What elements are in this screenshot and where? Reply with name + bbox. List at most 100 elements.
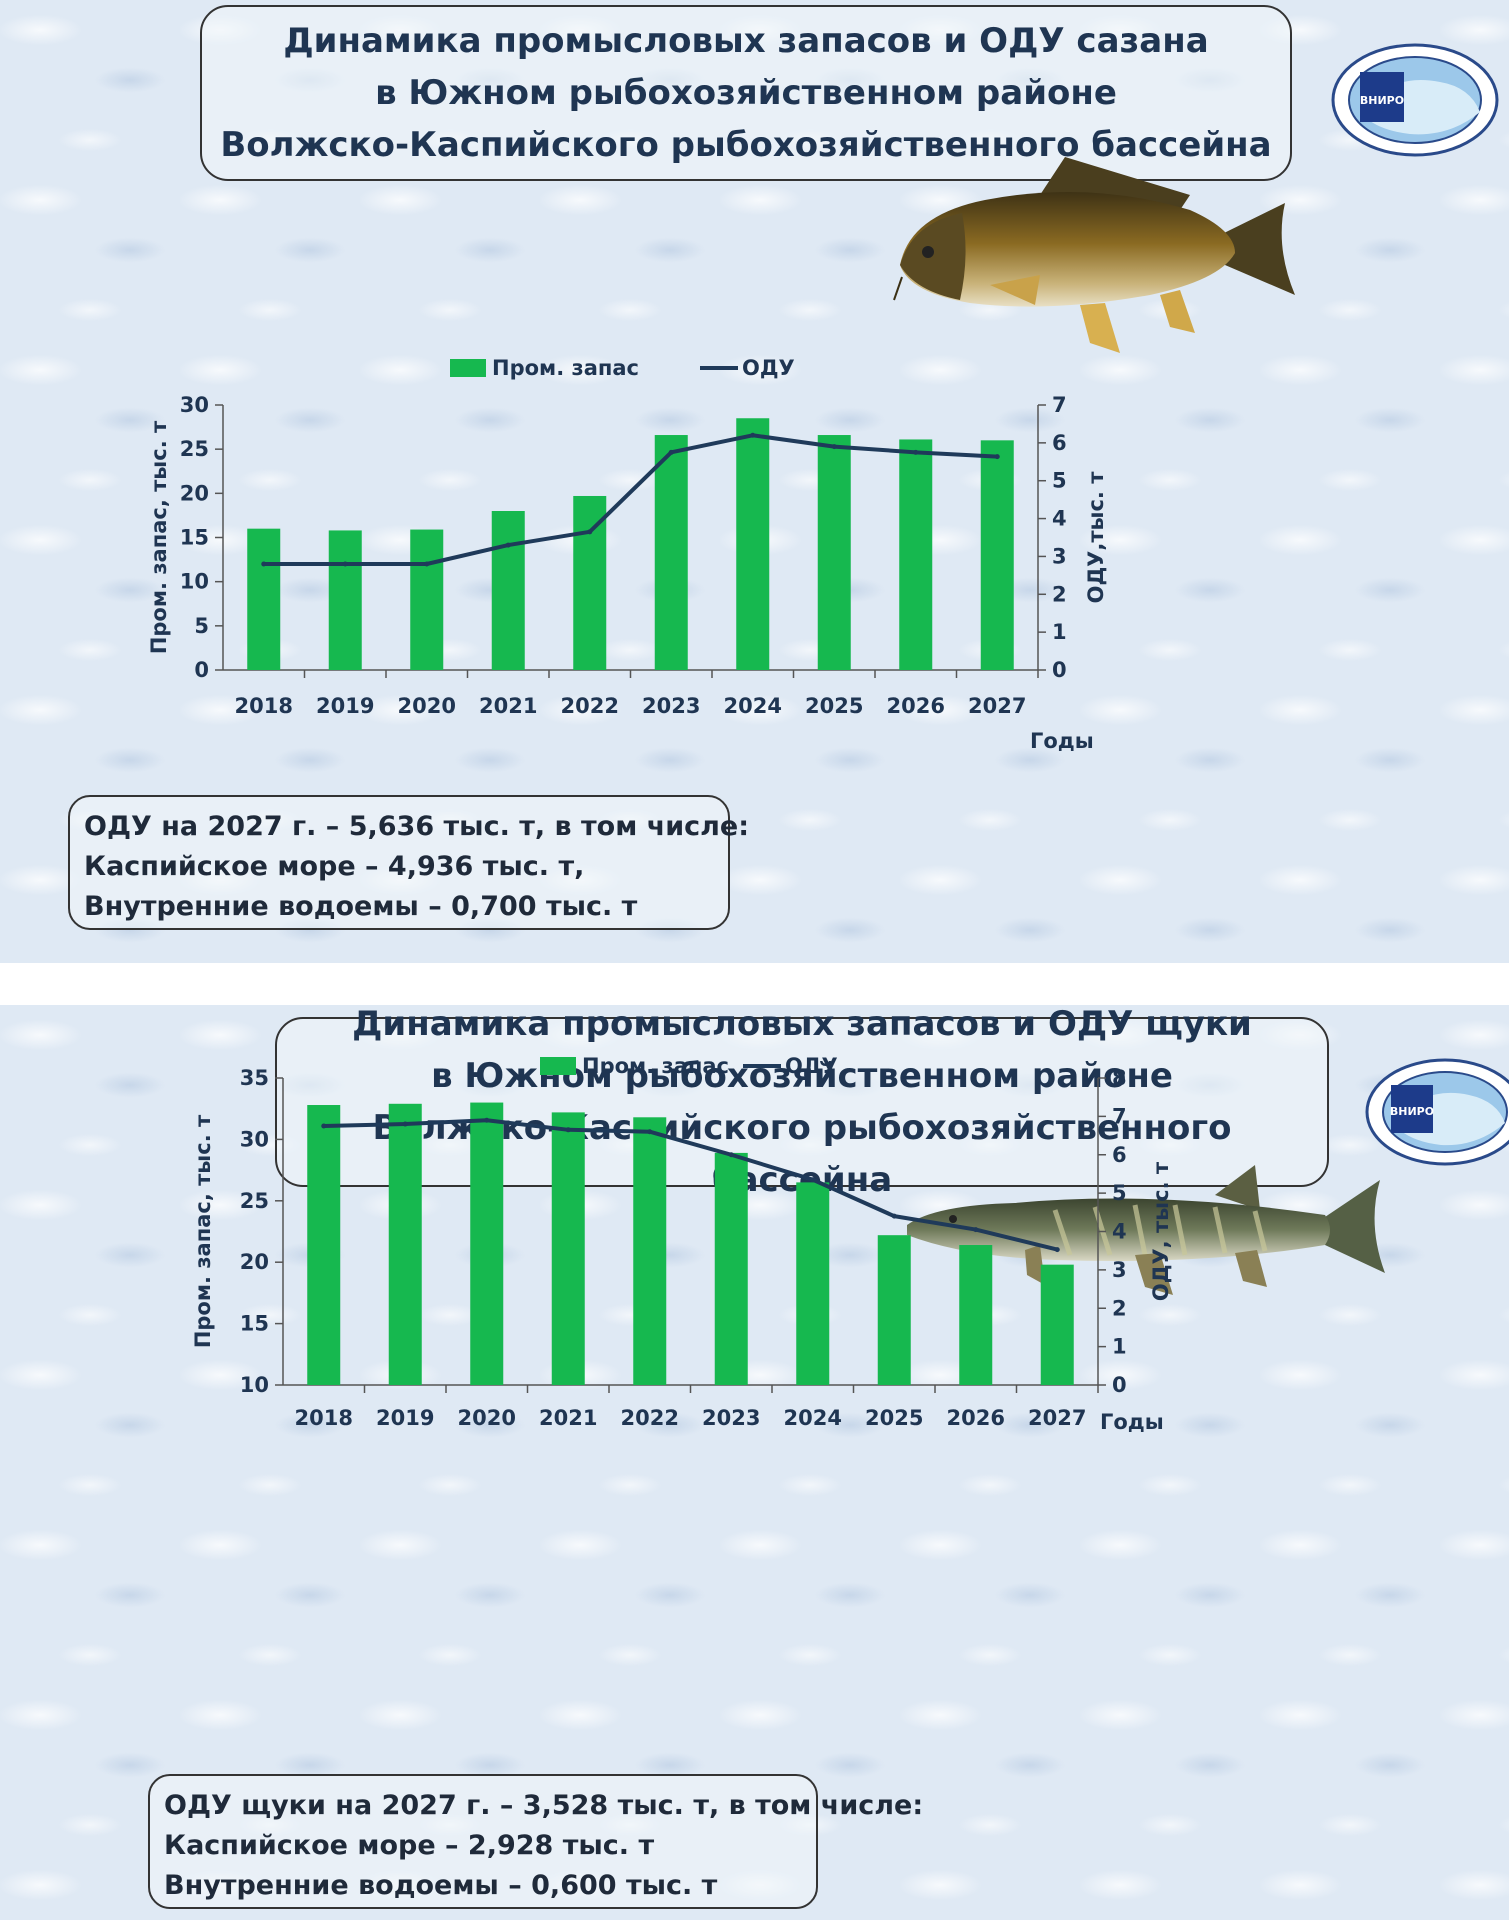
info-line: ОДУ на 2027 г. – 5,636 тыс. т, в том чис…	[84, 811, 750, 842]
odu-point	[402, 1121, 408, 1127]
odu-point	[728, 1152, 734, 1158]
odu-point	[1054, 1247, 1060, 1253]
bar	[573, 495, 607, 670]
title-box: Динамика промысловых запасов и ОДУ сазан…	[200, 5, 1292, 181]
x-tick-label: 2020	[398, 694, 456, 718]
bar	[328, 530, 362, 670]
legend-label: Пром. запас	[582, 1054, 729, 1078]
slide-pike: Динамика промысловых запасов и ОДУ щуки …	[0, 1005, 1509, 1920]
legend-label: Пром. запас	[492, 356, 639, 380]
bar	[470, 1102, 504, 1385]
x-tick-label: 2025	[865, 1406, 923, 1430]
bar	[633, 1117, 667, 1385]
y2-tick-label: 4	[1112, 1220, 1127, 1244]
x-tick-label: 2027	[1028, 1406, 1086, 1430]
y-axis-title: Пром. запас, тыс. т	[191, 1114, 215, 1348]
info-line: Каспийское море – 2,928 тыс. т	[164, 1830, 655, 1861]
y2-axis-title: ОДУ,тыс. т	[1084, 471, 1108, 604]
odu-line	[323, 1118, 1058, 1252]
x-tick-label: 2023	[642, 694, 700, 718]
x-tick-label: 2026	[947, 1406, 1005, 1430]
y-tick-label: 0	[194, 658, 209, 682]
y-tick-label: 30	[180, 393, 209, 417]
x-tick-label: 2024	[784, 1406, 842, 1430]
info-line: Внутренние водоемы – 0,700 тыс. т	[84, 891, 638, 922]
bar	[714, 1152, 748, 1385]
x-tick-label: 2022	[561, 694, 619, 718]
y2-tick-label: 1	[1112, 1335, 1127, 1359]
y-tick-label: 10	[240, 1373, 269, 1397]
odu-point	[321, 1123, 327, 1129]
x-tick-label: 2019	[316, 694, 374, 718]
x-tick-label: 2019	[376, 1406, 434, 1430]
odu-point	[647, 1129, 653, 1135]
bar	[817, 435, 851, 670]
odu-point	[831, 444, 837, 450]
vniro-logo: ВНИРО	[1365, 1058, 1509, 1166]
title-line: Волжско-Каспийского рыбохозяйственного б…	[220, 125, 1272, 165]
odu-point	[973, 1227, 979, 1233]
y-tick-label: 35	[240, 1066, 269, 1090]
y2-tick-label: 2	[1052, 582, 1067, 606]
legend-swatch-bar	[450, 359, 486, 377]
x-tick-label: 2027	[968, 694, 1026, 718]
title-line: в Южном рыбохозяйственном районе	[375, 73, 1117, 113]
y2-tick-label: 0	[1052, 658, 1067, 682]
bar	[736, 418, 770, 670]
odu-point	[484, 1117, 490, 1123]
bar	[307, 1105, 341, 1385]
bar	[899, 439, 933, 670]
y-tick-label: 15	[240, 1312, 269, 1336]
y-tick-label: 25	[180, 437, 209, 461]
y2-tick-label: 4	[1052, 507, 1067, 531]
y2-tick-label: 3	[1052, 544, 1067, 568]
y2-tick-label: 7	[1052, 393, 1067, 417]
pike-illustration	[907, 1165, 1385, 1295]
x-axis-title: Годы	[1100, 1410, 1164, 1434]
bar	[959, 1245, 993, 1385]
bar	[551, 1112, 585, 1385]
y2-tick-label: 3	[1112, 1258, 1127, 1282]
y-tick-label: 5	[194, 614, 209, 638]
title-line: Динамика промысловых запасов и ОДУ сазан…	[283, 21, 1209, 61]
x-tick-label: 2022	[621, 1406, 679, 1430]
x-tick-label: 2025	[805, 694, 863, 718]
odu-point	[565, 1127, 571, 1133]
bar	[1040, 1264, 1074, 1385]
carp-illustration	[893, 157, 1295, 353]
y2-tick-label: 2	[1112, 1296, 1127, 1320]
bar	[491, 511, 525, 670]
y2-tick-label: 1	[1052, 620, 1067, 644]
x-tick-label: 2024	[724, 694, 782, 718]
x-tick-label: 2020	[458, 1406, 516, 1430]
y2-tick-label: 8	[1112, 1066, 1127, 1090]
odu-point	[913, 449, 919, 455]
bar	[388, 1103, 422, 1385]
y2-tick-label: 0	[1112, 1373, 1127, 1397]
y2-tick-label: 5	[1112, 1181, 1127, 1205]
odu-point	[342, 561, 348, 567]
y2-tick-label: 5	[1052, 469, 1067, 493]
odu-point	[810, 1177, 816, 1183]
bar	[877, 1235, 911, 1385]
y-tick-label: 25	[240, 1189, 269, 1213]
logo-text: ВНИРО	[1390, 1105, 1434, 1118]
y2-tick-label: 6	[1052, 431, 1067, 455]
odu-point	[587, 529, 593, 535]
legend-swatch-bar	[540, 1057, 576, 1075]
y-tick-label: 30	[240, 1127, 269, 1151]
info-box: ОДУ на 2027 г. – 5,636 тыс. т, в том чис…	[68, 795, 750, 930]
info-line: Каспийское море – 4,936 тыс. т,	[84, 851, 585, 882]
y2-tick-label: 7	[1112, 1104, 1127, 1128]
y-tick-label: 20	[180, 481, 209, 505]
slide-carp: Динамика промысловых запасов и ОДУ сазан…	[0, 0, 1509, 963]
odu-point	[505, 542, 511, 548]
x-tick-label: 2023	[702, 1406, 760, 1430]
title-box: Динамика промысловых запасов и ОДУ щуки …	[275, 1005, 1329, 1200]
x-tick-label: 2018	[235, 694, 293, 718]
info-box: ОДУ щуки на 2027 г. – 3,528 тыс. т, в то…	[148, 1774, 923, 1909]
legend-label: ОДУ	[785, 1054, 838, 1078]
bar	[247, 528, 281, 670]
